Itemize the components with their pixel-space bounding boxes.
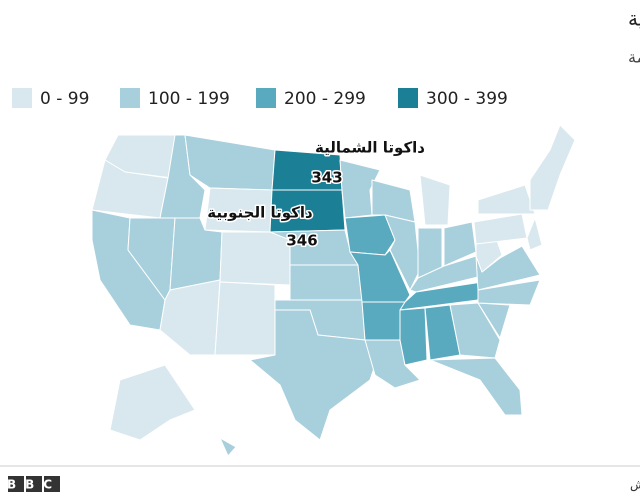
state bbox=[399, 307, 428, 366]
annotation-value: 343 bbox=[311, 169, 342, 187]
state bbox=[349, 249, 411, 303]
legend-label: 0 - 99 bbox=[40, 89, 89, 109]
state bbox=[159, 279, 221, 356]
map bbox=[91, 124, 576, 457]
annotation-label: داكوتا الشمالية bbox=[315, 139, 425, 157]
logo-text: BBC bbox=[7, 478, 61, 492]
state bbox=[214, 281, 276, 356]
state bbox=[529, 124, 576, 211]
logo: BBC bbox=[7, 476, 61, 492]
subtitle: معدل الإصابات اليومية في الأسبوع الأخير … bbox=[628, 47, 640, 68]
state bbox=[219, 231, 291, 286]
state bbox=[249, 309, 376, 441]
state bbox=[361, 301, 406, 341]
state bbox=[526, 217, 543, 251]
legend-swatch bbox=[12, 88, 32, 108]
legend: 0 - 99 100 - 199 200 - 299 300 - 399 bbox=[12, 88, 508, 109]
state bbox=[419, 174, 451, 226]
source: المصدر: جامعة جونز هوبكينز. تم التجديد ف… bbox=[630, 478, 640, 493]
annotation-label: داكوتا الجنوبية bbox=[207, 204, 313, 222]
state bbox=[219, 437, 237, 457]
state bbox=[477, 184, 536, 215]
legend-swatch bbox=[120, 88, 140, 108]
state bbox=[289, 264, 363, 301]
state bbox=[477, 279, 541, 306]
state bbox=[109, 364, 196, 441]
title: عدد الحالات ما زال مرتفعا في العديد من ا… bbox=[628, 7, 640, 32]
state bbox=[184, 134, 276, 191]
annotations: داكوتا الشمالية 343 داكوتا الجنوبية 346 bbox=[206, 137, 427, 251]
legend-label: 200 - 299 bbox=[284, 89, 366, 109]
legend-label: 100 - 199 bbox=[148, 89, 230, 109]
legend-swatch bbox=[256, 88, 276, 108]
state bbox=[473, 213, 528, 245]
legend-swatch bbox=[398, 88, 418, 108]
annotation-value: 346 bbox=[286, 232, 317, 250]
state bbox=[429, 357, 523, 416]
state bbox=[449, 302, 501, 359]
legend-label: 300 - 399 bbox=[426, 89, 508, 109]
